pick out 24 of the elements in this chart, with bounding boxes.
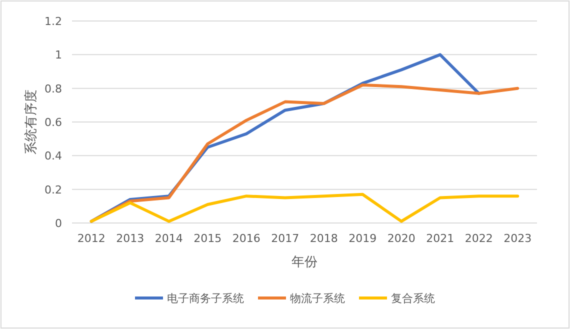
y-tick-label: 1.2 (44, 15, 62, 28)
y-tick-label: 0.8 (44, 82, 62, 96)
x-tick-label: 2016 (232, 232, 260, 245)
x-tick-label: 2023 (504, 232, 532, 245)
x-tick-label: 2021 (426, 232, 454, 245)
x-tick-label: 2022 (464, 232, 493, 245)
y-tick-label: 1 (55, 48, 62, 62)
y-tick-label: 0.2 (44, 183, 62, 196)
x-tick-label: 2013 (116, 232, 144, 245)
x-tick-label: 2018 (310, 232, 338, 245)
x-tick-label: 2017 (271, 232, 300, 245)
y-tick-label: 0.6 (44, 116, 62, 129)
y-axis-title: 系统有序度 (23, 90, 39, 154)
legend-label: 电子商务子系统 (167, 292, 244, 305)
legend-label: 复合系统 (391, 292, 435, 305)
x-axis-title: 年份 (292, 255, 318, 270)
x-tick-label: 2014 (154, 232, 183, 245)
x-tick-label: 2019 (348, 232, 377, 245)
x-tick-label: 2012 (77, 232, 106, 245)
x-tick-label: 2015 (194, 232, 222, 245)
y-tick-label: 0.4 (44, 150, 62, 163)
y-tick-label: 0 (55, 217, 62, 230)
x-tick-label: 2020 (387, 232, 416, 245)
legend-label: 物流子系统 (290, 292, 345, 305)
